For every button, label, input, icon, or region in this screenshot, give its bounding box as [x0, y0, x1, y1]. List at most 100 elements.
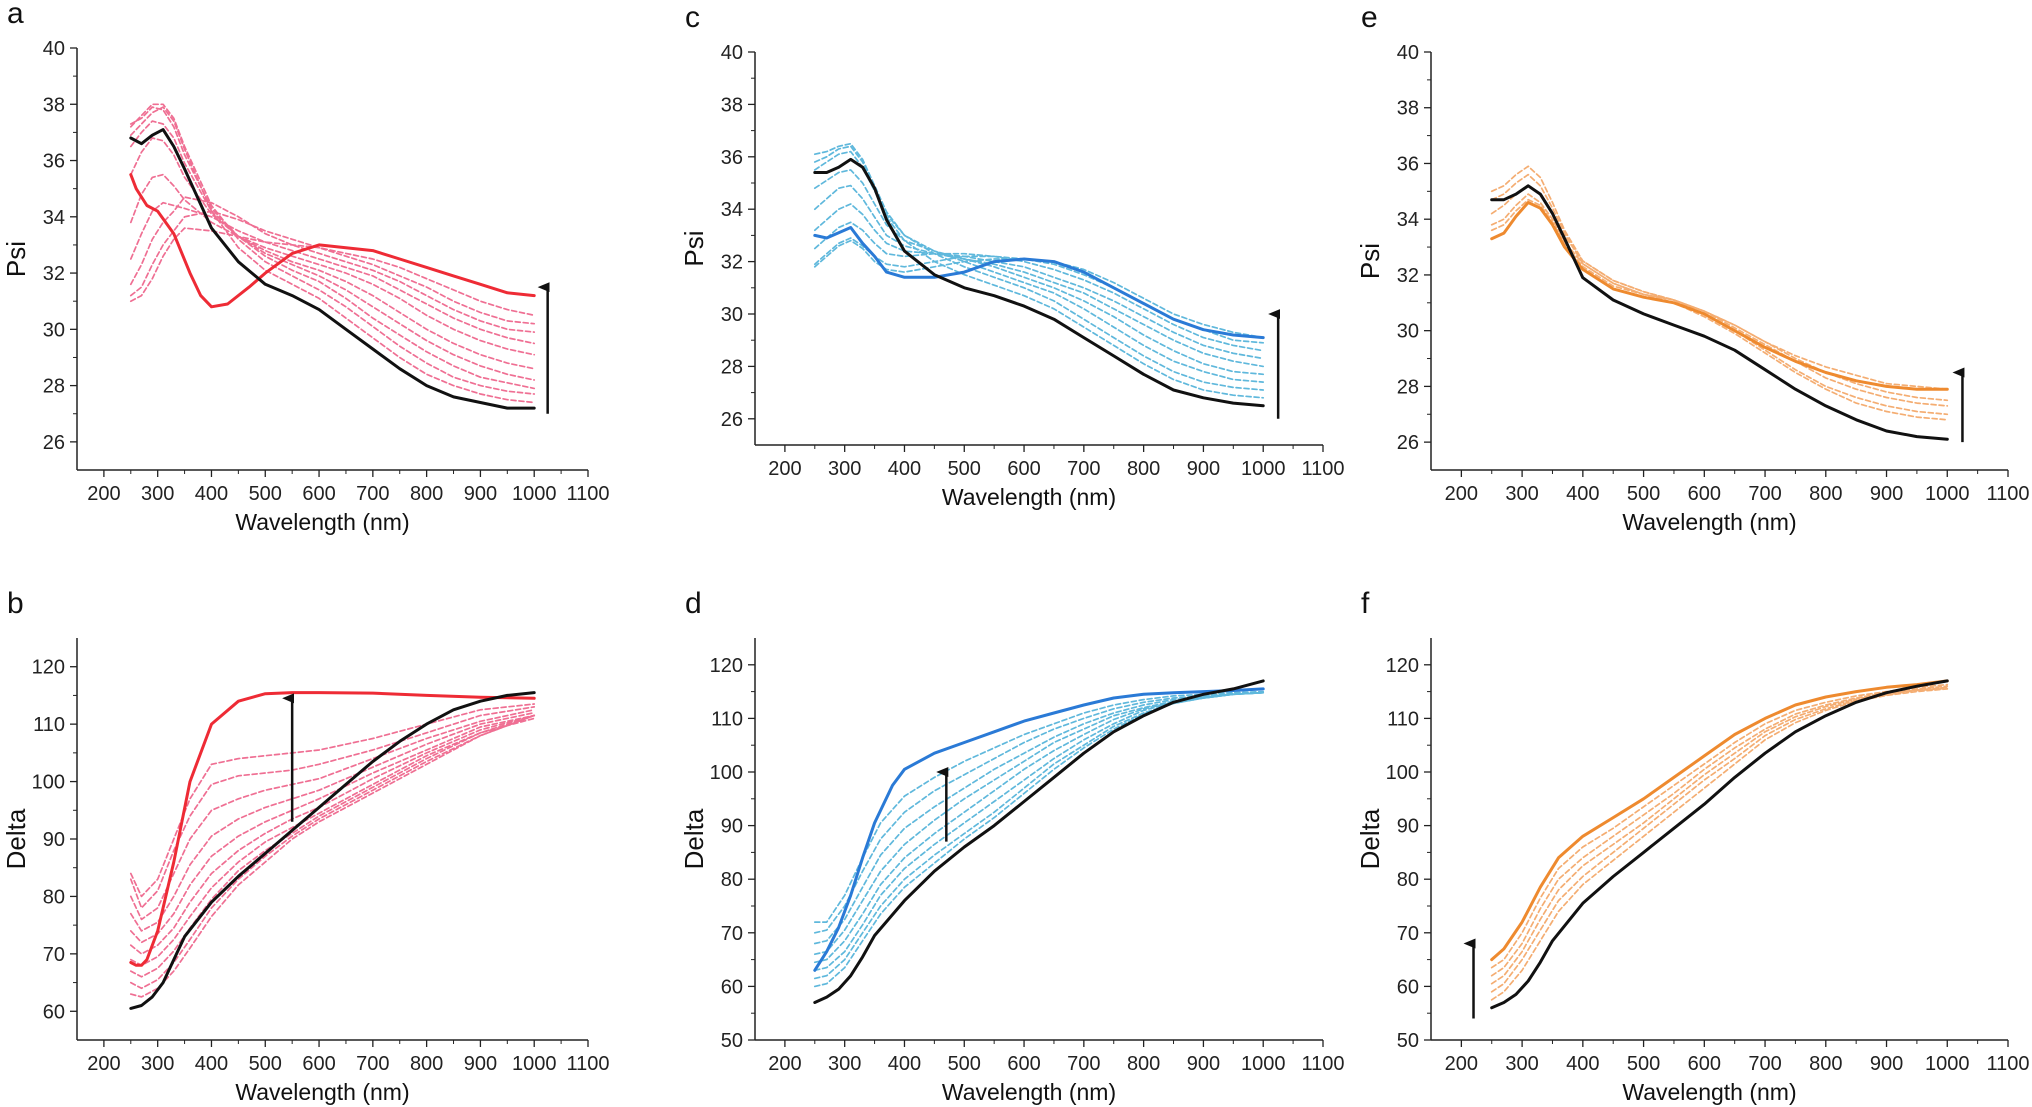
reference-series-line — [1490, 184, 1949, 441]
reference-series-line — [813, 679, 1265, 1004]
reference-series-line — [813, 157, 1265, 408]
x-tick-label: 1000 — [1925, 483, 1970, 505]
y-tick-label: 60 — [1397, 976, 1419, 998]
dashed-series-line — [813, 169, 1265, 376]
x-tick-label: 900 — [464, 483, 497, 505]
y-tick-label: 60 — [721, 976, 743, 998]
x-axis-label: Wavelength (nm) — [1622, 1079, 1796, 1105]
y-tick-label: 28 — [43, 376, 65, 398]
dashed-series-line — [129, 703, 536, 898]
x-tick-label: 800 — [1127, 458, 1160, 480]
y-tick-label: 30 — [1397, 321, 1419, 343]
x-tick-label: 300 — [141, 483, 174, 505]
panel-letter: a — [7, 0, 24, 30]
y-axis-label: Psi — [1355, 243, 1385, 279]
y-tick-label: 60 — [43, 1001, 65, 1023]
dashed-series-line — [129, 711, 536, 932]
dashed-series-line — [813, 691, 1265, 934]
y-tick-label: 36 — [43, 151, 65, 173]
dashed-series-line — [1490, 193, 1949, 402]
x-tick-label: 400 — [888, 1053, 921, 1075]
dashed-series-line — [813, 691, 1265, 964]
dashed-series-line — [813, 203, 1265, 360]
x-axis-label: Wavelength (nm) — [942, 1079, 1116, 1105]
x-tick-label: 600 — [1688, 1053, 1721, 1075]
y-tick-label: 110 — [1387, 708, 1419, 730]
dashed-series-line — [813, 691, 1265, 988]
panel-letter: e — [1361, 1, 1378, 34]
y-axis-label: Psi — [679, 230, 709, 266]
solid-series-line — [129, 691, 536, 967]
dashed-series-line — [129, 714, 536, 998]
dashed-series-line — [129, 196, 536, 333]
x-tick-label: 400 — [1566, 1053, 1599, 1075]
x-axis-label: Wavelength (nm) — [235, 1079, 409, 1105]
dashed-series-line — [813, 184, 1265, 368]
x-tick-label: 200 — [1445, 483, 1478, 505]
panel-e: 200 300 400 500 600 700 800 900 1000 1100 26 28 30 32… — [1355, 1, 2030, 535]
reference-series-line — [129, 691, 536, 1010]
x-axis-label: Wavelength (nm) — [942, 484, 1116, 510]
y-tick-label: 26 — [721, 409, 743, 431]
y-tick-label: 32 — [43, 263, 65, 285]
y-tick-label: 26 — [1397, 432, 1419, 454]
x-tick-label: 500 — [948, 458, 981, 480]
dashed-series-line — [813, 690, 1265, 923]
x-tick-label: 300 — [141, 1053, 174, 1075]
x-tick-label: 700 — [356, 1053, 389, 1075]
y-tick-label: 32 — [721, 252, 743, 274]
x-tick-label: 900 — [464, 1053, 497, 1075]
x-tick-label: 500 — [1627, 1053, 1660, 1075]
y-axis-label: Delta — [1355, 808, 1385, 869]
panel-b: 200 300 400 500 600 700 800 900 1000 1100 60 70 80 90… — [1, 587, 610, 1105]
dashed-series-line — [129, 173, 536, 356]
y-tick-label: 40 — [43, 38, 65, 60]
y-tick-label: 40 — [721, 42, 743, 64]
dashed-series-line — [1490, 198, 1949, 391]
x-tick-label: 700 — [1748, 483, 1781, 505]
dashed-series-line — [813, 150, 1265, 383]
y-tick-label: 30 — [43, 319, 65, 341]
y-tick-label: 38 — [43, 94, 65, 116]
y-tick-label: 120 — [1386, 655, 1419, 677]
x-axis-label: Wavelength (nm) — [235, 509, 409, 535]
y-tick-label: 32 — [1397, 265, 1419, 287]
panel-c: 200 300 400 500 600 700 800 900 1000 1100 26 28 30 32… — [679, 1, 1345, 510]
x-tick-label: 300 — [1505, 1053, 1538, 1075]
x-tick-label: 1100 — [566, 483, 609, 505]
x-tick-label: 500 — [249, 1053, 282, 1075]
dashed-series-line — [813, 691, 1265, 945]
y-tick-label: 26 — [43, 432, 65, 454]
dashed-series-line — [1490, 687, 1949, 993]
dashed-series-line — [129, 210, 536, 325]
solid-series-line — [1490, 679, 1949, 962]
dashed-series-line — [129, 106, 536, 390]
y-tick-label: 34 — [43, 207, 65, 229]
x-tick-label: 500 — [1627, 483, 1660, 505]
x-tick-label: 800 — [1127, 1053, 1160, 1075]
panel-letter: b — [7, 587, 24, 620]
x-tick-label: 1000 — [1925, 1053, 1970, 1075]
dashed-series-line — [129, 201, 536, 345]
y-tick-label: 38 — [1397, 98, 1419, 120]
dashed-series-line — [1490, 688, 1949, 1001]
y-tick-label: 80 — [1397, 869, 1419, 891]
x-tick-label: 600 — [1007, 458, 1040, 480]
dashed-series-line — [129, 714, 536, 978]
dashed-series-line — [129, 106, 536, 404]
x-tick-label: 400 — [888, 458, 921, 480]
y-tick-label: 100 — [1386, 762, 1419, 784]
x-tick-label: 600 — [302, 483, 335, 505]
x-tick-label: 600 — [302, 1053, 335, 1075]
y-tick-label: 110 — [711, 708, 743, 730]
panel-letter: f — [1361, 587, 1370, 620]
x-tick-label: 900 — [1870, 483, 1903, 505]
y-tick-label: 120 — [32, 657, 65, 679]
panel-f: 200 300 400 500 600 700 800 900 1000 1100 50 60 70 80… — [1355, 587, 2030, 1105]
x-tick-label: 600 — [1688, 483, 1721, 505]
dashed-series-line — [813, 145, 1265, 399]
x-tick-label: 900 — [1187, 458, 1220, 480]
dashed-series-line — [129, 227, 536, 317]
y-tick-label: 110 — [33, 714, 65, 736]
